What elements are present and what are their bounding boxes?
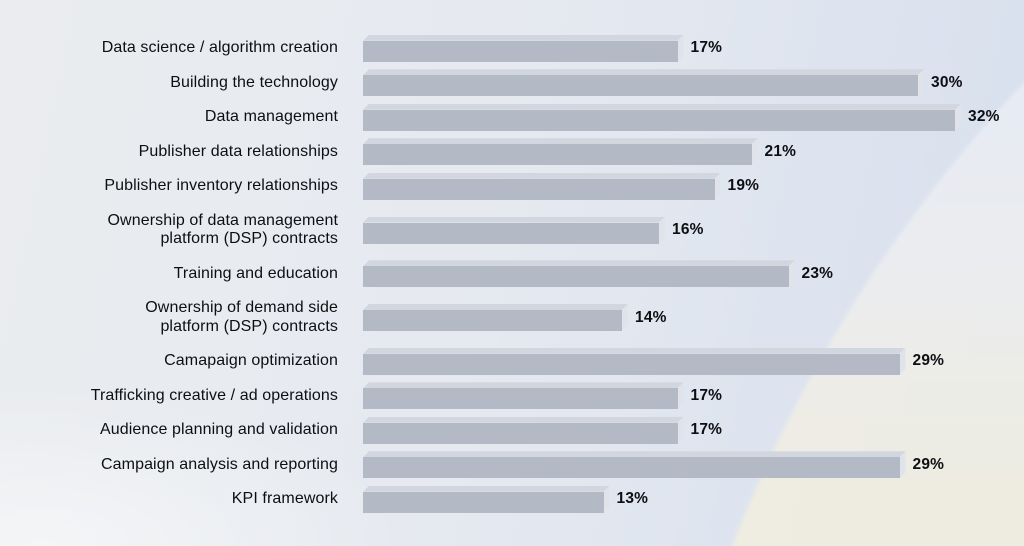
bar-area: 29% [363,351,1024,375]
bar [363,109,955,131]
chart-row: Audience planning and validation 17% [40,413,1024,448]
bar-area: 13% [363,489,1024,513]
chart-row: Trafficking creative / ad operations 17% [40,379,1024,414]
bar [363,457,900,479]
value-label: 19% [727,177,760,195]
bar [363,144,752,166]
value-label: 14% [635,308,667,326]
bar-area: 19% [363,176,1024,200]
category-label-line: KPI framework [231,490,338,508]
category-label: Building the technology [40,74,338,92]
category-label-line: Data management [204,108,338,126]
chart-row: Ownership of data management platform (DS… [40,204,1024,257]
chart-row: Campaign analysis and reporting 29% [40,448,1024,483]
chart-row: Ownership of demand side platform (DSP) c… [40,291,1024,344]
bar [363,40,678,62]
category-label-line: Training and education [173,264,338,282]
value-label: 29% [912,455,945,473]
chart-row: Building the technology 30% [40,66,1024,101]
category-label: KPI framework [40,490,338,508]
bar [363,222,659,244]
chart-row: Data management 32% [40,100,1024,135]
bar-area: 17% [363,385,1024,410]
bar-area: 14% [363,307,1024,331]
category-label-line: Building the technology [170,73,338,91]
bar [363,491,604,513]
bar-area: 30% [363,72,1024,97]
category-label-line: platform (DSP) contracts [160,317,338,335]
category-label: Ownership of data management platform (DS… [40,212,338,249]
category-label: Trafficking creative / ad operations [40,387,338,405]
bar [363,422,678,444]
category-label: Publisher inventory relationships [40,177,338,195]
category-label-line: Trafficking creative / ad operations [90,386,338,404]
chart-row: Camapaign optimization 29% [40,344,1024,379]
category-label: Data science / algorithm creation [40,39,338,57]
bar-area: 29% [363,454,1024,479]
category-label-line: Campaign analysis and reporting [100,455,338,473]
chart-row: Training and education 23% [40,257,1024,292]
category-label-line: Publisher inventory relationships [104,177,338,195]
bar-area: 21% [363,141,1024,166]
bar-area: 17% [363,38,1024,62]
category-label: Campaign analysis and reporting [40,456,338,474]
bar [363,75,918,97]
bar-area: 32% [363,107,1024,131]
value-label: 30% [931,73,963,91]
bar [363,178,715,200]
value-label: 21% [764,142,797,160]
category-label: Camapaign optimization [40,352,338,370]
category-label: Data management [40,108,338,126]
chart-row: Data science / algorithm creation 17% [40,31,1024,66]
value-label: 23% [801,264,834,282]
chart-row: Publisher inventory relationships 19% [40,169,1024,204]
value-label: 16% [672,221,704,238]
bar [363,310,622,331]
bar-area: 16% [363,220,1024,244]
category-label: Ownership of demand side platform (DSP) c… [40,299,338,336]
bar-area: 23% [363,263,1024,288]
category-label: Training and education [40,265,338,283]
bar [363,353,900,375]
category-label-line: Ownership of demand side [145,299,338,317]
bar [363,388,678,410]
category-label-line: Data science / algorithm creation [101,39,338,57]
value-label: 17% [690,39,723,57]
bar [363,266,789,288]
value-label: 17% [690,386,723,404]
value-label: 29% [912,352,945,370]
category-label-line: Ownership of data management [107,211,338,229]
value-label: 17% [690,421,723,439]
bar-area: 17% [363,420,1024,444]
chart-row: KPI framework 13% [40,482,1024,517]
category-label-line: Publisher data relationships [138,142,338,160]
category-label-line: Audience planning and validation [99,421,338,439]
category-label-line: Camapaign optimization [164,352,338,370]
value-label: 32% [968,108,1000,126]
category-label-line: platform (DSP) contracts [160,230,338,247]
category-label: Audience planning and validation [40,421,338,439]
chart-row: Publisher data relationships 21% [40,135,1024,170]
value-label: 13% [616,490,649,508]
category-label: Publisher data relationships [40,143,338,161]
